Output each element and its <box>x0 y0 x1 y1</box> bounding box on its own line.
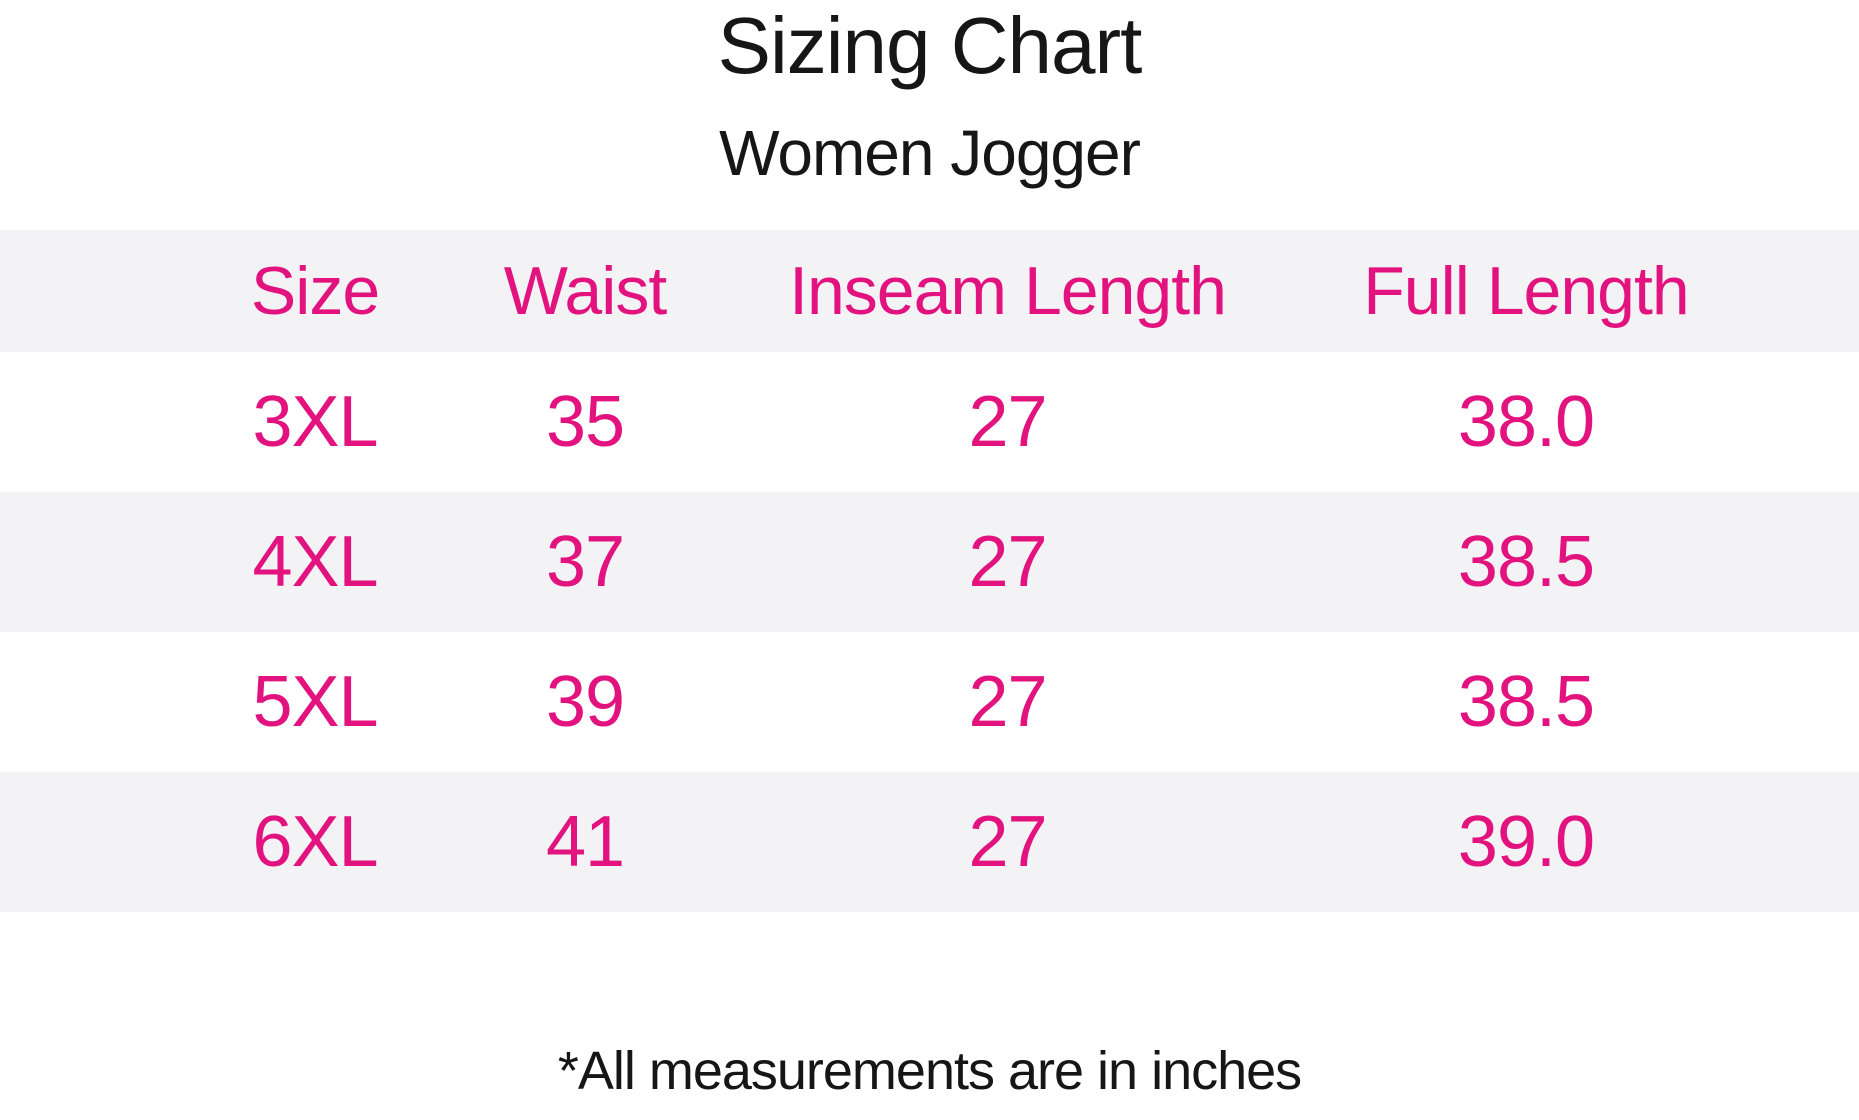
table-header-row: Size Waist Inseam Length Full Length <box>0 230 1859 352</box>
page-subtitle: Women Jogger <box>719 117 1141 189</box>
cell-waist: 41 <box>545 802 625 882</box>
cell-size: 4XL <box>252 522 378 602</box>
cell-waist: 37 <box>545 522 625 602</box>
cell-full-length: 39.0 <box>1457 802 1595 882</box>
cell-inseam-length: 27 <box>968 382 1047 462</box>
header-size: Size <box>250 253 380 329</box>
table-row: 6XL 41 27 39.0 <box>0 772 1859 912</box>
cell-inseam-length: 27 <box>968 802 1047 882</box>
cell-inseam-length: 27 <box>968 662 1047 742</box>
sizing-table: Size Waist Inseam Length Full Length 3XL… <box>0 230 1859 912</box>
table-row: 4XL 37 27 38.5 <box>0 492 1859 632</box>
header-full-length: Full Length <box>1363 253 1689 329</box>
page-title: Sizing Chart <box>717 1 1143 90</box>
table-row: 5XL 39 27 38.5 <box>0 632 1859 772</box>
cell-full-length: 38.5 <box>1457 662 1595 742</box>
cell-full-length: 38.0 <box>1457 382 1595 462</box>
header-inseam-length: Inseam Length <box>789 253 1227 329</box>
cell-waist: 35 <box>545 382 625 462</box>
cell-size: 5XL <box>252 662 378 742</box>
cell-size: 6XL <box>252 802 378 882</box>
cell-size: 3XL <box>252 382 378 462</box>
cell-full-length: 38.5 <box>1457 522 1595 602</box>
cell-inseam-length: 27 <box>968 522 1047 602</box>
table-row: 3XL 35 27 38.0 <box>0 352 1859 492</box>
measurements-footnote: *All measurements are in inches <box>557 1041 1302 1101</box>
header-waist: Waist <box>503 253 667 329</box>
cell-waist: 39 <box>545 662 625 742</box>
